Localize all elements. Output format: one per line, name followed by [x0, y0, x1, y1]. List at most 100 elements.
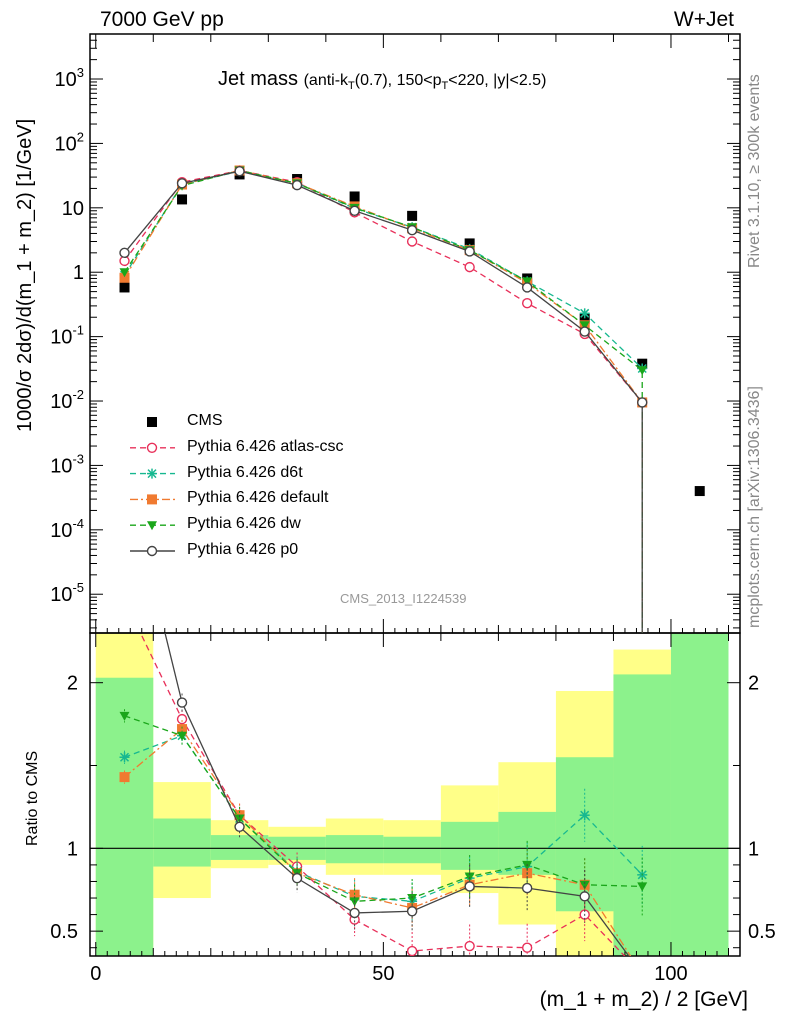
stat-uncertainty-band — [383, 836, 441, 864]
ratio-point — [579, 810, 590, 821]
series-line — [123, 170, 643, 369]
energy-label: 7000 GeV pp — [100, 8, 224, 31]
legend-label-cms: CMS — [187, 412, 223, 429]
process-label: W+Jet — [673, 8, 734, 31]
legend-entry — [130, 545, 175, 557]
ratio-y-ticks: 0.5 0.5 1 1 2 2 — [50, 673, 776, 949]
legend-label-atlas-csc: Pythia 6.426 atlas-csc — [187, 438, 344, 455]
y-tick-base: 10 — [50, 455, 72, 477]
data-point — [119, 268, 130, 278]
data-point — [464, 246, 475, 257]
data-point — [407, 210, 418, 221]
ratio-line — [164, 633, 630, 956]
legend-entry — [130, 468, 175, 479]
legend-label-dw: Pythia 6.426 dw — [187, 515, 301, 532]
ratio-line — [124, 728, 632, 956]
data-point — [177, 194, 188, 205]
data-point — [521, 282, 533, 293]
y-tick-exponent: -5 — [72, 580, 84, 595]
y-tick-label: 103 — [55, 65, 84, 91]
data-point — [464, 261, 475, 273]
data-point — [521, 298, 533, 309]
data-point — [349, 205, 360, 216]
data-point — [522, 277, 533, 287]
ratio-point — [579, 891, 590, 902]
legend-entry — [130, 494, 175, 505]
legend-marker — [147, 417, 157, 427]
stat-uncertainty-band — [325, 835, 384, 864]
x-tick-label: 100 — [654, 963, 687, 985]
ratio-tick-label: 2 — [748, 673, 759, 695]
title-main: Jet mass — [218, 68, 299, 90]
mcplots-label: mcplots.cern.ch [arXiv:1306.3436] — [746, 386, 763, 628]
ratio-point — [349, 907, 360, 919]
data-point — [464, 238, 475, 249]
stat-uncertainty-band — [613, 674, 671, 956]
star-stroke — [119, 752, 130, 762]
ratio-tick-label: 0.5 — [748, 921, 776, 943]
title-detail-b: (0.7), 150<p — [354, 72, 442, 89]
y-tick-exponent: -1 — [72, 323, 84, 338]
y-tick-label: 102 — [55, 129, 84, 155]
ratio-point — [119, 711, 130, 721]
legend-marker — [147, 468, 157, 479]
ratio-point — [177, 731, 188, 741]
y-tick-base: 1 — [73, 262, 84, 284]
x-ticks: 0 50 100 — [90, 34, 729, 985]
data-point — [579, 321, 590, 331]
legend-label-default: Pythia 6.426 default — [187, 489, 329, 506]
ratio-point — [521, 942, 533, 953]
legend-entry — [147, 417, 157, 427]
star-stroke — [147, 469, 157, 479]
series-pythia-6-426-p0 — [119, 166, 648, 633]
ratio-point — [406, 945, 418, 956]
ratio-panel-frame — [89, 632, 741, 957]
y-tick-base: 10 — [50, 391, 72, 413]
legend-entry — [130, 442, 175, 453]
ratio-point — [464, 940, 475, 952]
rivet-label: Rivet 3.1.10, ≥ 300k events — [746, 74, 763, 268]
x-tick-label: 0 — [90, 963, 101, 985]
data-point — [291, 179, 303, 191]
ratio-point — [176, 713, 188, 725]
ratio-point — [464, 881, 475, 892]
data-point — [637, 366, 648, 376]
y-tick-base: 10 — [55, 133, 77, 155]
data-point — [579, 313, 590, 324]
series-pythia-6-426-d6t — [119, 166, 648, 374]
ratio-point — [406, 906, 418, 917]
star-stroke — [580, 308, 590, 318]
ratio-point — [119, 772, 130, 783]
y-tick-exponent: -4 — [72, 516, 84, 531]
y-tick-label: 1 — [73, 262, 84, 284]
y-tick-base: 10 — [50, 327, 72, 349]
legend-marker — [147, 521, 157, 531]
stat-uncertainty-band — [153, 818, 211, 867]
legend-label-p0: Pythia 6.426 p0 — [187, 541, 299, 558]
legend-marker — [146, 442, 158, 453]
legend-samples — [130, 417, 175, 557]
title-detail-a: (anti-k — [303, 72, 349, 89]
series-pythia-6-426-atlas-csc — [119, 165, 648, 408]
y-tick-base: 10 — [62, 198, 84, 220]
ratio-line — [124, 715, 643, 902]
data-point — [119, 247, 130, 259]
ratio-y-axis-label: Ratio to CMS — [24, 750, 41, 846]
ratio-point — [407, 894, 418, 904]
y-tick-label: 10-4 — [50, 516, 84, 542]
title-sub1: T — [348, 80, 355, 93]
y-tick-label: 10-5 — [50, 580, 84, 606]
watermark: CMS_2013_I1224539 — [340, 591, 467, 606]
legend-marker — [146, 545, 158, 557]
title-sub2: T — [441, 80, 449, 93]
stat-uncertainty-band — [95, 677, 154, 956]
data-point — [119, 272, 130, 283]
data-point — [176, 178, 188, 189]
y-tick-exponent: -2 — [72, 387, 84, 402]
legend-entry — [130, 521, 175, 531]
data-point — [406, 236, 418, 247]
ratio-series-pythia-6-426-p0 — [164, 633, 630, 956]
ratio-point — [521, 882, 533, 894]
ratio-point — [119, 752, 130, 763]
